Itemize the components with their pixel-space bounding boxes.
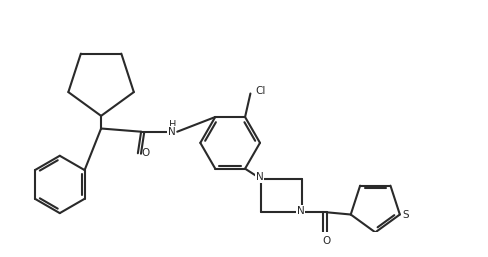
Text: H: H [169, 120, 176, 130]
Text: N: N [167, 127, 175, 137]
Text: O: O [322, 236, 330, 246]
Text: O: O [141, 148, 149, 158]
Text: Cl: Cl [255, 86, 265, 96]
Text: N: N [255, 172, 263, 182]
Text: S: S [402, 209, 408, 219]
Text: N: N [296, 206, 304, 216]
